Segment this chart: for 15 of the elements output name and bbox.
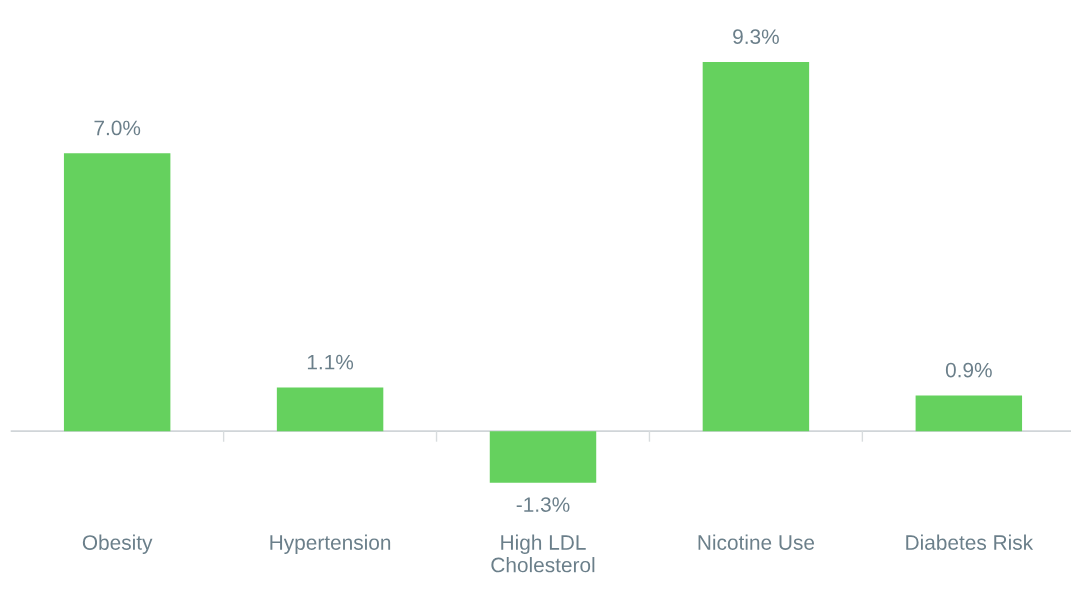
bar <box>915 395 1023 432</box>
data-label: 9.3% <box>733 29 779 45</box>
x-tick-label: Diabetes Risk <box>906 534 1034 550</box>
x-tick-label: Obesity <box>82 534 153 555</box>
data-label: 1.1% <box>307 354 354 370</box>
bar <box>63 153 171 432</box>
bar <box>702 62 810 432</box>
x-tick-label: Nicotine Use <box>698 534 815 550</box>
x-tick-label: Hypertension <box>270 534 391 555</box>
data-label: -1.3% <box>516 497 570 512</box>
data-label: 7.0% <box>94 120 141 136</box>
x-tick-label: High LDL Cholesterol <box>491 534 595 573</box>
data-label: 0.9% <box>945 362 992 378</box>
bar <box>489 431 597 483</box>
bar <box>276 387 384 432</box>
